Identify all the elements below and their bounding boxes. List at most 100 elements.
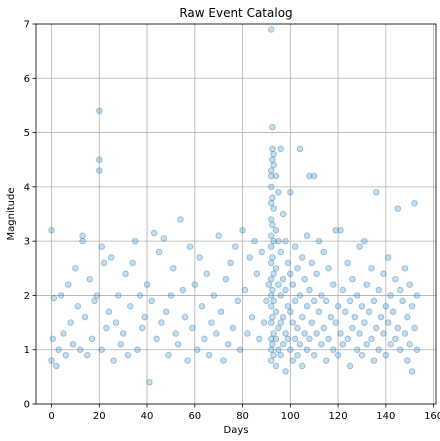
data-point — [308, 259, 316, 267]
data-point — [277, 319, 284, 326]
data-point — [396, 346, 404, 353]
data-point — [272, 172, 280, 180]
data-point — [279, 210, 287, 218]
x-tick-label: 60 — [188, 411, 201, 422]
data-point — [91, 297, 98, 305]
data-point — [275, 324, 282, 332]
data-point — [358, 351, 366, 359]
data-point — [346, 362, 354, 370]
y-tick-label: 0 — [24, 400, 30, 411]
data-point — [287, 308, 294, 315]
data-point — [196, 254, 203, 261]
data-point — [244, 330, 251, 337]
data-point — [406, 341, 413, 348]
data-point — [53, 362, 60, 370]
data-point — [275, 189, 282, 196]
y-tick-label: 2 — [24, 291, 30, 302]
data-point — [160, 235, 167, 242]
data-point — [268, 243, 275, 250]
data-point — [401, 330, 409, 337]
data-point — [306, 286, 313, 294]
data-point — [339, 286, 347, 294]
data-point — [198, 303, 206, 310]
data-point — [389, 308, 397, 315]
data-point — [303, 303, 311, 310]
x-tick-label: 160 — [424, 411, 440, 422]
data-point — [408, 368, 416, 375]
data-point — [373, 189, 380, 196]
data-point — [320, 248, 327, 256]
data-point — [146, 379, 153, 386]
data-point — [131, 237, 139, 245]
data-point — [318, 341, 325, 348]
data-point — [268, 172, 275, 180]
chart-title: Raw Event Catalog — [179, 6, 292, 20]
data-point — [110, 357, 117, 364]
data-point — [394, 205, 401, 212]
data-point — [311, 351, 318, 359]
data-point — [239, 227, 246, 234]
data-point — [272, 362, 280, 370]
data-point — [115, 292, 122, 299]
data-point — [225, 341, 232, 348]
data-point — [236, 346, 244, 353]
data-point — [270, 270, 277, 277]
data-point — [330, 281, 337, 288]
data-point — [253, 270, 261, 277]
data-point — [48, 357, 55, 364]
data-point — [269, 341, 276, 348]
data-point — [375, 286, 382, 294]
data-point — [339, 341, 347, 348]
y-tick-label: 7 — [24, 20, 30, 31]
data-point — [275, 346, 282, 353]
data-point — [269, 286, 276, 294]
data-point — [139, 324, 146, 332]
data-point — [141, 313, 148, 321]
data-point — [186, 243, 194, 250]
data-point — [287, 189, 294, 196]
data-point — [268, 26, 275, 33]
data-point — [268, 167, 275, 174]
data-point — [79, 232, 86, 239]
data-point — [337, 227, 344, 234]
data-point — [119, 330, 127, 337]
data-point — [268, 335, 275, 343]
data-point — [179, 286, 187, 294]
plot-frame — [35, 23, 437, 405]
data-point — [337, 330, 344, 337]
data-point — [112, 319, 120, 326]
y-tick-label: 4 — [24, 182, 30, 193]
y-axis-ticks: 0 1 2 3 4 5 6 7 — [24, 20, 36, 411]
data-point — [365, 308, 373, 315]
data-point — [60, 330, 67, 337]
data-point — [291, 243, 299, 250]
data-point — [268, 357, 275, 364]
data-point — [363, 341, 370, 348]
data-point — [284, 259, 292, 267]
data-point — [232, 243, 239, 250]
data-point — [368, 335, 375, 343]
data-point — [311, 172, 318, 180]
data-point — [282, 368, 289, 375]
data-point — [96, 156, 103, 163]
data-point — [88, 335, 96, 343]
x-axis-title: Days — [224, 425, 249, 436]
data-point — [258, 248, 265, 256]
data-point — [270, 161, 277, 169]
data-point — [72, 265, 79, 272]
data-point — [411, 324, 418, 332]
data-point — [368, 265, 375, 272]
data-point — [327, 313, 335, 321]
data-point — [375, 346, 382, 353]
x-tick-label: 120 — [329, 411, 348, 422]
data-point — [270, 297, 277, 305]
data-point — [272, 335, 280, 343]
data-point — [356, 243, 363, 250]
data-point — [189, 324, 196, 332]
data-point — [98, 243, 105, 250]
data-point — [191, 281, 199, 288]
data-point — [162, 308, 170, 315]
data-point — [361, 319, 368, 326]
data-point — [269, 156, 276, 163]
